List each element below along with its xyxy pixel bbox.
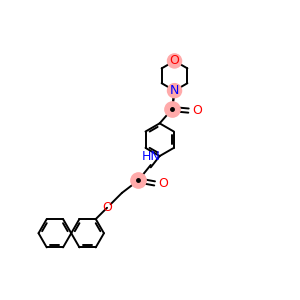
Text: O: O: [169, 54, 179, 68]
Text: N: N: [170, 84, 179, 97]
Text: O: O: [158, 177, 168, 190]
Text: O: O: [102, 201, 112, 214]
Text: O: O: [192, 104, 202, 117]
Text: HN: HN: [141, 151, 160, 164]
